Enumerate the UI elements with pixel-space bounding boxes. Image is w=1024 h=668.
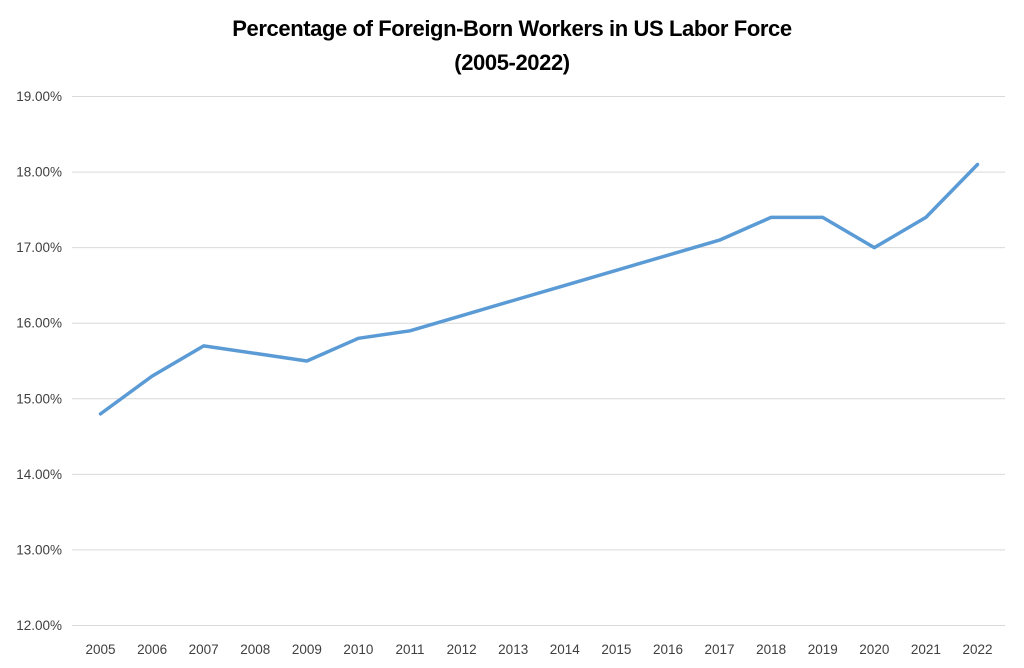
x-axis-tick-label: 2018 — [756, 642, 786, 657]
chart-title-line-2: (2005-2022) — [454, 50, 570, 75]
x-axis-tick-label: 2013 — [498, 642, 528, 657]
x-axis-tick-label: 2012 — [447, 642, 477, 657]
y-axis: 19.00% 18.00% 17.00% 16.00% 15.00% 14.00% 13.0… — [16, 89, 62, 633]
y-axis-tick-label: 12.00% — [16, 618, 62, 633]
x-axis-tick-label: 2021 — [911, 642, 941, 657]
chart-title: Percentage of Foreign-Born Workers in US… — [0, 12, 1024, 80]
chart-title-line-1: Percentage of Foreign-Born Workers in US… — [232, 16, 792, 41]
x-axis-tick-label: 2006 — [137, 642, 167, 657]
x-axis-tick-label: 2005 — [85, 642, 115, 657]
data-line-foreign-born-percentage — [98, 162, 980, 416]
y-axis-tick-label: 17.00% — [16, 240, 62, 255]
y-axis-tick-label: 18.00% — [16, 165, 62, 180]
x-axis-tick-label: 2019 — [808, 642, 838, 657]
x-axis-tick-label: 2007 — [189, 642, 219, 657]
y-axis-tick-label: 14.00% — [16, 467, 62, 482]
y-axis-tick-label: 19.00% — [16, 89, 62, 104]
y-axis-tick-label: 15.00% — [16, 391, 62, 406]
x-axis-tick-label: 2020 — [859, 642, 889, 657]
gridlines — [72, 96, 1005, 626]
y-axis-tick-label: 16.00% — [16, 316, 62, 331]
x-axis-tick-label: 2017 — [705, 642, 735, 657]
x-axis-tick-label: 2008 — [240, 642, 270, 657]
x-axis-tick-label: 2022 — [962, 642, 992, 657]
x-axis: 2005 2006 2007 2008 2009 2010 2011 2012 2013 2014… — [85, 642, 992, 657]
x-axis-tick-label: 2014 — [550, 642, 581, 657]
x-axis-tick-label: 2016 — [653, 642, 683, 657]
x-axis-tick-label: 2011 — [396, 642, 425, 657]
y-axis-tick-label: 13.00% — [16, 542, 62, 557]
x-axis-tick-label: 2010 — [343, 642, 373, 657]
x-axis-tick-label: 2009 — [292, 642, 322, 657]
x-axis-tick-label: 2015 — [601, 642, 631, 657]
